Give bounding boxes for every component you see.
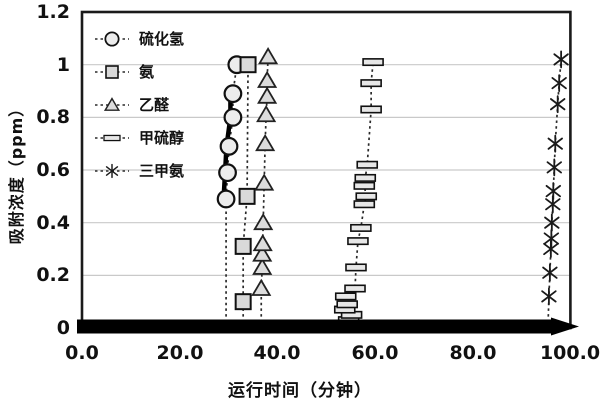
x-tick-label: 20.0: [156, 342, 204, 364]
y-axis-title: 吸附浓度（ppm）: [7, 99, 26, 245]
legend: 硫化氢 氨 乙醛 甲硫醇 三甲氨: [94, 22, 184, 187]
legend-item-hydrogen-sulfide: 硫化氢: [94, 22, 184, 55]
triangle-marker-icon: [95, 96, 129, 111]
y-tick-label: 1: [56, 54, 70, 76]
circle-marker-icon: [95, 30, 129, 47]
y-tick-label: 0.2: [36, 264, 70, 286]
legend-item-methyl-mercaptan: 甲硫醇: [94, 121, 184, 154]
x-tick-label: 40.0: [253, 342, 301, 364]
legend-item-acetaldehyde: 乙醛: [94, 88, 184, 121]
legend-item-trimethylamine: 三甲氨: [94, 154, 184, 187]
y-tick-label: 0: [56, 317, 70, 339]
x-tick-label: 60.0: [351, 342, 399, 364]
bar-marker-icon: [95, 134, 129, 141]
square-marker-icon: [95, 64, 129, 79]
legend-item-ammonia: 氨: [94, 55, 184, 88]
legend-label: 硫化氢: [139, 30, 185, 48]
legend-label: 乙醛: [139, 96, 170, 114]
y-tick-label: 1.2: [36, 1, 70, 23]
legend-label: 三甲氨: [139, 162, 185, 180]
legend-label: 甲硫醇: [139, 129, 185, 147]
y-tick-label: 0.6: [36, 159, 70, 181]
x-tick-label: 100.0: [539, 342, 600, 364]
y-tick-label: 0.8: [36, 106, 70, 128]
legend-label: 氨: [139, 63, 155, 81]
asterisk-marker-icon: [95, 163, 129, 178]
x-tick-label: 0.0: [65, 342, 99, 364]
x-axis-title: 运行时间（分钟）: [228, 381, 372, 401]
x-tick-label: 80.0: [449, 342, 497, 364]
y-tick-label: 0.4: [36, 212, 70, 234]
